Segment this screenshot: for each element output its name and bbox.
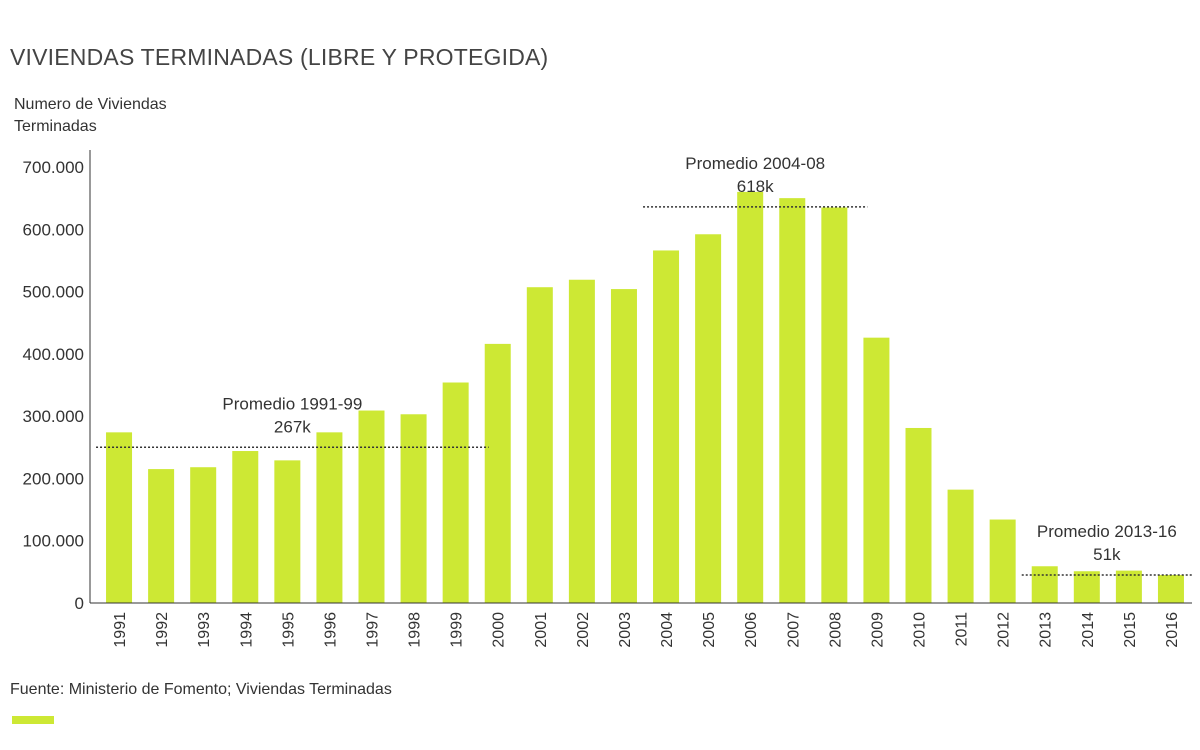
average-label: Promedio 1991-99 — [222, 394, 362, 413]
y-tick-label: 600.000 — [23, 220, 84, 239]
bar-2011 — [947, 489, 974, 603]
x-tick-label: 1991 — [112, 612, 129, 648]
x-tick-label: 2002 — [575, 612, 592, 648]
bar-2010 — [905, 427, 932, 603]
x-axis-ticks: 1991 1992 1993 1994 1995 1996 1997 1998 1999 2000… — [112, 612, 1181, 648]
x-tick-label: 2015 — [1122, 612, 1139, 648]
average-annotations: Promedio 1991-99 267k Promedio 2004-08 618k… — [96, 154, 1192, 576]
bar-1995 — [274, 460, 301, 603]
x-tick-label: 1994 — [238, 612, 255, 648]
y-tick-label: 400.000 — [23, 345, 84, 364]
y-tick-label: 500.000 — [23, 283, 84, 302]
x-tick-label: 2016 — [1164, 612, 1181, 648]
x-tick-label: 2000 — [491, 612, 508, 648]
bar-2016 — [1157, 574, 1184, 603]
x-tick-label: 2012 — [996, 612, 1013, 648]
x-tick-label: 2005 — [701, 612, 718, 648]
y-tick-label: 0 — [75, 594, 84, 613]
average-value-label: 51k — [1093, 545, 1121, 564]
bar-2000 — [484, 343, 511, 603]
bar-2013 — [1031, 566, 1058, 603]
bar-2014 — [1073, 571, 1100, 603]
x-tick-label: 2009 — [869, 612, 886, 648]
bar-1998 — [400, 414, 427, 603]
bar-1991 — [106, 432, 133, 603]
y-axis-label: Numero de Viviendas Terminadas — [14, 94, 234, 138]
x-tick-label: 2013 — [1038, 612, 1055, 648]
source-note: Fuente: Ministerio de Fomento; Viviendas… — [10, 681, 392, 698]
bar-1997 — [358, 410, 385, 603]
average-label: Promedio 2004-08 — [685, 154, 825, 173]
x-tick-label: 1992 — [154, 612, 171, 648]
x-tick-label: 1999 — [449, 612, 466, 648]
y-axis-ticks: 0 100.000 200.000 300.000 400.000 500.000 600.… — [23, 158, 84, 613]
legend-swatch — [12, 716, 54, 724]
chart-title: VIVIENDAS TERMINADAS (LIBRE Y PROTEGIDA) — [10, 44, 549, 70]
bar-2008 — [821, 207, 848, 603]
y-tick-label: 200.000 — [23, 469, 84, 488]
bar-2015 — [1115, 570, 1142, 603]
x-tick-label: 2008 — [827, 612, 844, 648]
bar-2004 — [653, 250, 680, 603]
x-tick-label: 1996 — [322, 612, 339, 648]
bar-2009 — [863, 337, 890, 603]
bar-2002 — [568, 279, 595, 603]
x-tick-label: 1995 — [280, 612, 297, 648]
bar-2007 — [779, 198, 806, 603]
x-tick-label: 2003 — [617, 612, 634, 648]
x-tick-label: 2014 — [1080, 612, 1097, 648]
x-tick-label: 2004 — [659, 612, 676, 648]
bar-1992 — [148, 469, 175, 603]
x-tick-label: 1993 — [196, 612, 213, 648]
average-value-label: 618k — [737, 177, 774, 196]
bar-2006 — [737, 191, 764, 603]
y-axis-label-line-2: Terminadas — [14, 118, 97, 135]
x-tick-label: 2010 — [912, 612, 929, 648]
bar-1999 — [442, 382, 469, 603]
average-value-label: 267k — [274, 417, 311, 436]
x-tick-label: 1998 — [407, 612, 424, 648]
bar-2001 — [526, 287, 553, 603]
bar-1996 — [316, 432, 343, 603]
x-tick-label: 2001 — [533, 612, 550, 648]
y-axis-label-line-1: Numero de Viviendas — [14, 96, 167, 113]
x-tick-label: 2007 — [785, 612, 802, 648]
bar-2003 — [610, 289, 637, 603]
y-tick-label: 100.000 — [23, 532, 84, 551]
bar-2012 — [989, 519, 1016, 603]
x-tick-label: 2006 — [743, 612, 760, 648]
x-tick-label: 1997 — [365, 612, 382, 648]
bars — [106, 191, 1184, 604]
bar-1994 — [232, 451, 259, 603]
average-label: Promedio 2013-16 — [1037, 522, 1177, 541]
bar-1993 — [190, 467, 217, 603]
y-tick-label: 300.000 — [23, 407, 84, 426]
x-tick-label: 2011 — [954, 612, 971, 647]
bar-2005 — [695, 234, 722, 604]
y-tick-label: 700.000 — [23, 158, 84, 177]
